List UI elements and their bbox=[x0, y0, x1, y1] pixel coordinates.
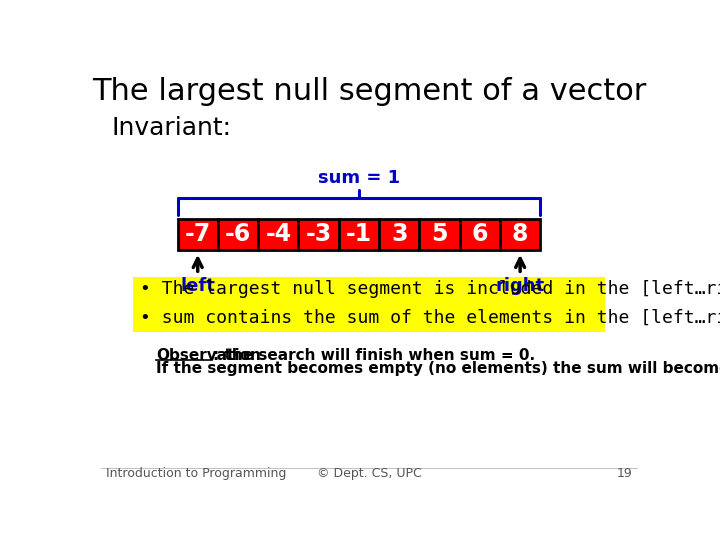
Text: -1: -1 bbox=[346, 222, 372, 246]
Text: The largest null segment of a vector: The largest null segment of a vector bbox=[92, 77, 646, 106]
Text: left: left bbox=[180, 278, 215, 295]
Text: 3: 3 bbox=[391, 222, 408, 246]
Text: 8: 8 bbox=[512, 222, 528, 246]
FancyBboxPatch shape bbox=[132, 276, 606, 332]
FancyBboxPatch shape bbox=[500, 219, 540, 249]
Text: Observation: Observation bbox=[156, 348, 261, 362]
FancyBboxPatch shape bbox=[379, 219, 419, 249]
FancyBboxPatch shape bbox=[419, 219, 459, 249]
Text: sum = 1: sum = 1 bbox=[318, 169, 400, 187]
Text: If the segment becomes empty (no elements) the sum will become 0.: If the segment becomes empty (no element… bbox=[156, 361, 720, 376]
Text: : the search will finish when sum = 0.: : the search will finish when sum = 0. bbox=[213, 348, 536, 362]
FancyBboxPatch shape bbox=[258, 219, 299, 249]
FancyBboxPatch shape bbox=[299, 219, 339, 249]
Text: right: right bbox=[495, 278, 545, 295]
Text: -3: -3 bbox=[305, 222, 332, 246]
Text: 19: 19 bbox=[617, 467, 632, 480]
Text: © Dept. CS, UPC: © Dept. CS, UPC bbox=[317, 467, 421, 480]
Text: Introduction to Programming: Introduction to Programming bbox=[106, 467, 286, 480]
Text: • sum contains the sum of the elements in the [left…right] segment: • sum contains the sum of the elements i… bbox=[140, 309, 720, 327]
FancyBboxPatch shape bbox=[459, 219, 500, 249]
FancyBboxPatch shape bbox=[339, 219, 379, 249]
Text: Invariant:: Invariant: bbox=[112, 116, 232, 140]
Text: -6: -6 bbox=[225, 222, 251, 246]
Text: 5: 5 bbox=[431, 222, 448, 246]
Text: -4: -4 bbox=[265, 222, 292, 246]
Text: 6: 6 bbox=[472, 222, 488, 246]
FancyBboxPatch shape bbox=[178, 219, 218, 249]
Text: • The largest null segment is included in the [left…right] segment: • The largest null segment is included i… bbox=[140, 280, 720, 298]
FancyBboxPatch shape bbox=[218, 219, 258, 249]
Text: -7: -7 bbox=[184, 222, 211, 246]
